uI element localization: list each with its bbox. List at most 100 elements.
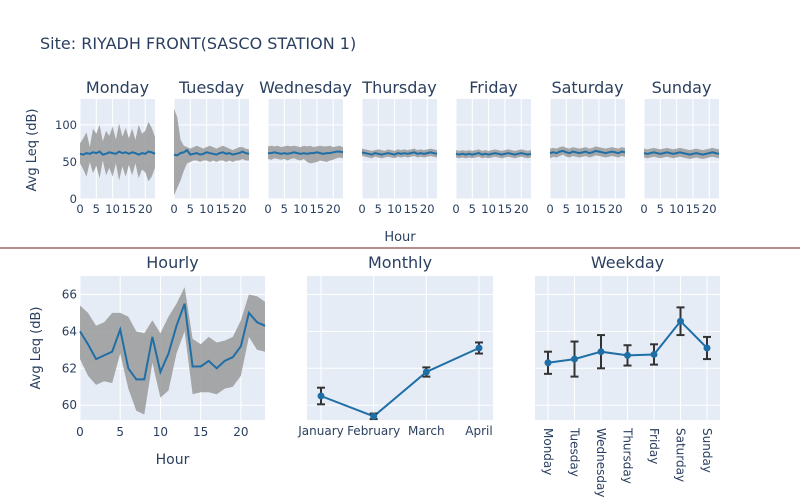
daily-panel-title: Thursday: [361, 78, 436, 97]
hourly-confidence-band: [80, 287, 265, 415]
daily-mean-line: [79, 150, 156, 156]
daily-x-tick-label: 15: [404, 202, 419, 216]
hourly-x-axis-label: Hour: [156, 452, 190, 468]
daily-x-tick-label: 15: [310, 202, 325, 216]
monthly-point: [475, 344, 483, 352]
hourly-x-tick-label: 15: [193, 425, 208, 439]
weekday-point: [624, 351, 631, 359]
weekday-point: [544, 359, 552, 367]
weekday-x-tick-label: Saturday: [674, 428, 688, 482]
daily-x-tick-label: 10: [199, 202, 214, 216]
daily-x-tick-label: 5: [281, 202, 288, 216]
daily-x-tick-label: 0: [546, 202, 553, 216]
weekday-point: [650, 350, 658, 358]
daily-mean-line: [268, 150, 344, 155]
hourly-y-tick-label: 66: [62, 287, 77, 301]
daily-x-tick-label: 15: [498, 202, 513, 216]
daily-x-tick-label: 5: [375, 202, 382, 216]
daily-x-tick-label: 10: [669, 202, 684, 216]
weekday-point: [703, 344, 711, 352]
daily-x-tick-label: 0: [170, 202, 177, 216]
monthly-x-tick-label: March: [408, 424, 445, 438]
daily-x-tick-label: 20: [232, 202, 247, 216]
weekday-x-tick-label: Sunday: [700, 428, 714, 473]
daily-x-tick-label: 10: [575, 202, 590, 216]
daily-x-tick-label: 5: [657, 202, 664, 216]
daily-x-tick-label: 20: [420, 202, 435, 216]
daily-x-tick-label: 0: [264, 202, 271, 216]
daily-x-tick-label: 20: [608, 202, 623, 216]
daily-x-tick-label: 0: [358, 202, 365, 216]
hourly-x-tick-label: 5: [116, 425, 124, 439]
monthly-line: [320, 347, 480, 418]
daily-x-tick-label: 0: [452, 202, 459, 216]
daily-x-tick-label: 5: [187, 202, 194, 216]
daily-x-tick-label: 20: [326, 202, 341, 216]
monthly-point: [370, 412, 378, 420]
daily-mean-line: [549, 149, 626, 155]
weekday-x-tick-label: Tuesday: [568, 427, 582, 477]
monthly-x-tick-label: April: [465, 424, 492, 438]
weekday-x-tick-label: Friday: [647, 428, 661, 464]
daily-x-axis-label: Hour: [384, 230, 416, 245]
hourly-x-tick-label: 20: [233, 425, 248, 439]
weekday-x-tick-label: Monday: [541, 428, 555, 475]
monthly-chart: January February March April Monthly: [297, 253, 493, 438]
monthly-title: Monthly: [368, 253, 432, 272]
weekday-point: [597, 348, 605, 356]
daily-x-tick-label: 15: [592, 202, 607, 216]
daily-mean-line: [643, 151, 720, 156]
daily-mean-line: [361, 151, 438, 156]
weekday-x-tick-label: Thursday: [621, 427, 635, 484]
hourly-chart: Hourly 0 5 10 15 20 60 62 64 66 Hour Avg Leq (dB): [29, 253, 266, 468]
daily-x-tick-label: 10: [293, 202, 308, 216]
daily-panel-title: Monday: [86, 78, 149, 97]
weekday-point: [677, 317, 684, 325]
daily-mean-line: [455, 152, 532, 156]
weekday-chart: Monday Tuesday Wednesday Thursday Friday Satu…: [535, 253, 720, 497]
daily-x-tick-label: 10: [105, 202, 120, 216]
figure-title: Site: RIYADH FRONT(SASCO STATION 1): [40, 34, 356, 53]
weekday-title: Weekday: [591, 253, 664, 272]
hourly-title: Hourly: [146, 253, 198, 272]
daily-panel-title: Saturday: [551, 78, 623, 97]
daily-panel-title: Wednesday: [259, 78, 352, 97]
monthly-point: [422, 368, 430, 376]
hourly-y-tick-label: 64: [62, 324, 77, 338]
daily-panel-bg: [456, 99, 531, 199]
daily-y-tick-label: 0: [70, 192, 77, 206]
daily-x-tick-label: 0: [640, 202, 647, 216]
monthly-plot-bg: [307, 276, 493, 420]
hourly-x-tick-label: 10: [153, 425, 168, 439]
daily-y-axis-label: Avg Leq (dB): [25, 109, 40, 192]
monthly-x-tick-label: January: [297, 424, 344, 438]
daily-x-tick-label: 10: [481, 202, 496, 216]
daily-x-tick-label: 20: [138, 202, 153, 216]
daily-x-tick-label: 15: [216, 202, 231, 216]
hourly-y-tick-label: 60: [62, 398, 77, 412]
weekday-point: [571, 355, 578, 363]
daily-y-tick-label: 50: [62, 155, 77, 169]
daily-panel-title: Sunday: [652, 78, 712, 97]
daily-panel-bg: [362, 99, 437, 199]
monthly-point: [317, 392, 325, 400]
daily-panel-title: Tuesday: [178, 78, 244, 97]
daily-x-tick-label: 5: [469, 202, 476, 216]
daily-x-tick-label: 20: [702, 202, 717, 216]
daily-x-tick-label: 15: [122, 202, 137, 216]
daily-panel-title: Friday: [469, 78, 518, 97]
monthly-x-tick-label: February: [347, 424, 400, 438]
daily-x-tick-label: 15: [686, 202, 701, 216]
daily-y-tick-label: 100: [55, 118, 77, 132]
daily-x-tick-label: 5: [93, 202, 100, 216]
weekday-x-tick-label: Wednesday: [594, 428, 608, 497]
hourly-x-tick-label: 0: [76, 425, 84, 439]
hourly-y-tick-label: 62: [62, 361, 77, 375]
daily-confidence-band: [268, 145, 343, 164]
daily-x-tick-label: 20: [514, 202, 529, 216]
hourly-mean-line: [79, 303, 266, 381]
daily-mean-line: [173, 148, 250, 157]
daily-confidence-band: [174, 108, 249, 196]
